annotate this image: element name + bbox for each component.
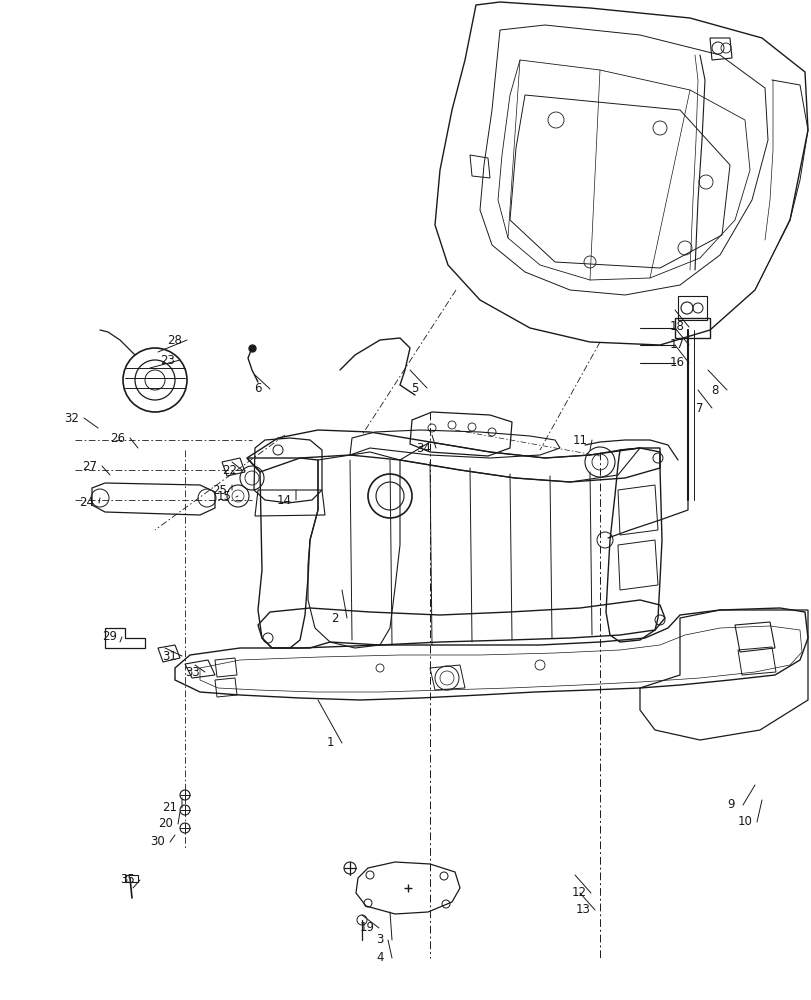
Text: 5: 5 xyxy=(411,381,418,394)
Text: 12: 12 xyxy=(571,886,586,899)
Text: 33: 33 xyxy=(186,666,200,678)
Text: 25: 25 xyxy=(212,484,227,496)
Text: 8: 8 xyxy=(710,383,718,396)
Text: 9: 9 xyxy=(727,798,734,811)
Text: 1: 1 xyxy=(326,736,333,750)
Text: 23: 23 xyxy=(161,354,175,366)
Text: 11: 11 xyxy=(572,434,587,446)
Text: 34: 34 xyxy=(416,442,431,454)
Text: 7: 7 xyxy=(695,401,703,414)
Text: 10: 10 xyxy=(736,815,752,828)
Text: 13: 13 xyxy=(575,903,590,916)
Text: 15: 15 xyxy=(217,490,231,504)
Text: 31: 31 xyxy=(162,650,178,662)
Text: 18: 18 xyxy=(669,320,684,334)
Text: 28: 28 xyxy=(167,334,182,347)
Text: 30: 30 xyxy=(150,835,165,848)
Text: 19: 19 xyxy=(359,921,374,934)
Text: 3: 3 xyxy=(375,933,384,946)
Text: 17: 17 xyxy=(669,338,684,352)
Text: 16: 16 xyxy=(669,357,684,369)
Text: 29: 29 xyxy=(102,631,118,644)
Text: 27: 27 xyxy=(83,460,97,473)
Text: 26: 26 xyxy=(110,432,126,444)
Text: 32: 32 xyxy=(65,412,79,424)
Text: 35: 35 xyxy=(121,874,135,886)
Text: 20: 20 xyxy=(158,817,174,830)
Text: 2: 2 xyxy=(331,611,338,624)
Text: 22: 22 xyxy=(222,464,237,477)
Text: 4: 4 xyxy=(375,951,384,964)
Text: 6: 6 xyxy=(254,382,261,395)
Text: 21: 21 xyxy=(162,801,178,814)
Text: 24: 24 xyxy=(79,496,94,510)
Text: 14: 14 xyxy=(277,493,291,506)
